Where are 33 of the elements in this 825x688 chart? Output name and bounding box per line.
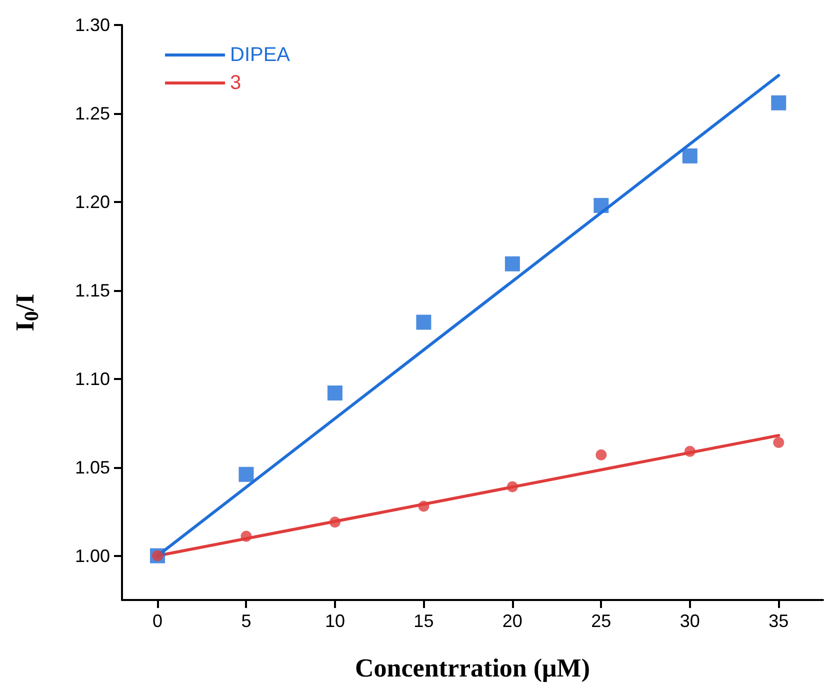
x-tick-label: 10 xyxy=(324,611,345,631)
x-tick-label: 35 xyxy=(768,611,789,631)
point xyxy=(327,386,342,400)
point xyxy=(682,148,698,164)
x-tick-label: 30 xyxy=(680,611,700,631)
y-tick-label: 1.20 xyxy=(74,192,110,212)
x-tick-label: 0 xyxy=(152,611,162,631)
y-tick-label: 1.30 xyxy=(74,15,110,35)
x-tick-label: 25 xyxy=(591,611,612,631)
y-tick-label: 1.05 xyxy=(74,457,110,478)
y-tick-label: 1.00 xyxy=(74,546,110,566)
point xyxy=(416,314,432,330)
point xyxy=(329,516,340,528)
point xyxy=(771,95,786,110)
point xyxy=(504,256,520,272)
legend-label: 3 xyxy=(230,72,242,94)
point xyxy=(773,437,784,448)
point xyxy=(418,500,430,512)
x-tick-label: 15 xyxy=(414,611,434,631)
point xyxy=(238,466,254,482)
point xyxy=(594,198,609,213)
point xyxy=(684,446,696,457)
y-tick-label: 1.25 xyxy=(74,103,110,124)
y-tick-label: 1.10 xyxy=(74,368,110,389)
legend-label: DIPEA xyxy=(230,44,291,66)
x-tick-label: 20 xyxy=(502,611,522,631)
point xyxy=(596,449,607,460)
x-tick-label: 5 xyxy=(241,611,252,631)
x-axis-title: Concentrration (μM) xyxy=(355,654,590,682)
point xyxy=(240,530,252,542)
y-axis-title: I0/I xyxy=(10,294,43,332)
point xyxy=(506,481,518,492)
y-tick-label: 1.15 xyxy=(74,280,110,300)
